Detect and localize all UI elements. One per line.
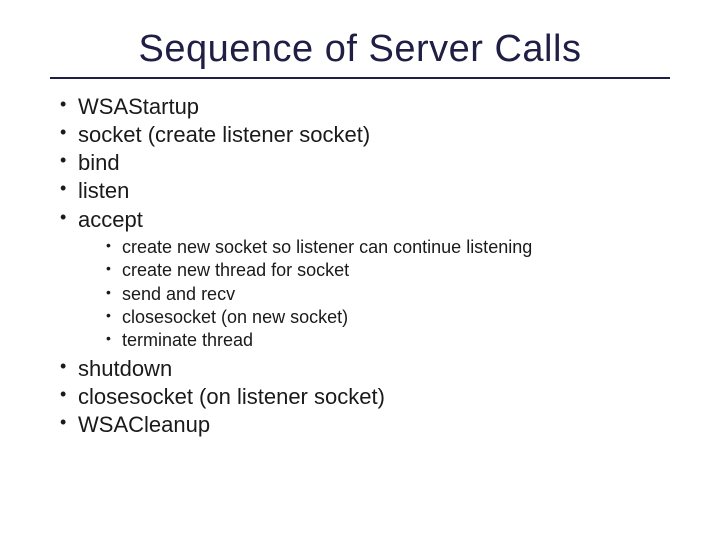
list-item: socket (create listener socket) [60,121,670,149]
slide-title: Sequence of Server Calls [50,28,670,71]
list-item: send and recv [106,283,670,306]
list-item: shutdown [60,355,670,383]
list-item: closesocket (on listener socket) [60,383,670,411]
bullet-list: WSAStartup socket (create listener socke… [50,93,670,439]
list-item: closesocket (on new socket) [106,306,670,329]
list-item: accept create new socket so listener can… [60,206,670,353]
list-item: listen [60,177,670,205]
title-underline [50,77,670,79]
list-item: create new socket so listener can contin… [106,236,670,259]
sub-bullet-list: create new socket so listener can contin… [78,236,670,353]
list-item: WSACleanup [60,411,670,439]
list-item: bind [60,149,670,177]
list-item: create new thread for socket [106,259,670,282]
list-item-label: accept [78,207,143,232]
slide: Sequence of Server Calls WSAStartup sock… [0,0,720,540]
list-item: WSAStartup [60,93,670,121]
list-item: terminate thread [106,329,670,352]
